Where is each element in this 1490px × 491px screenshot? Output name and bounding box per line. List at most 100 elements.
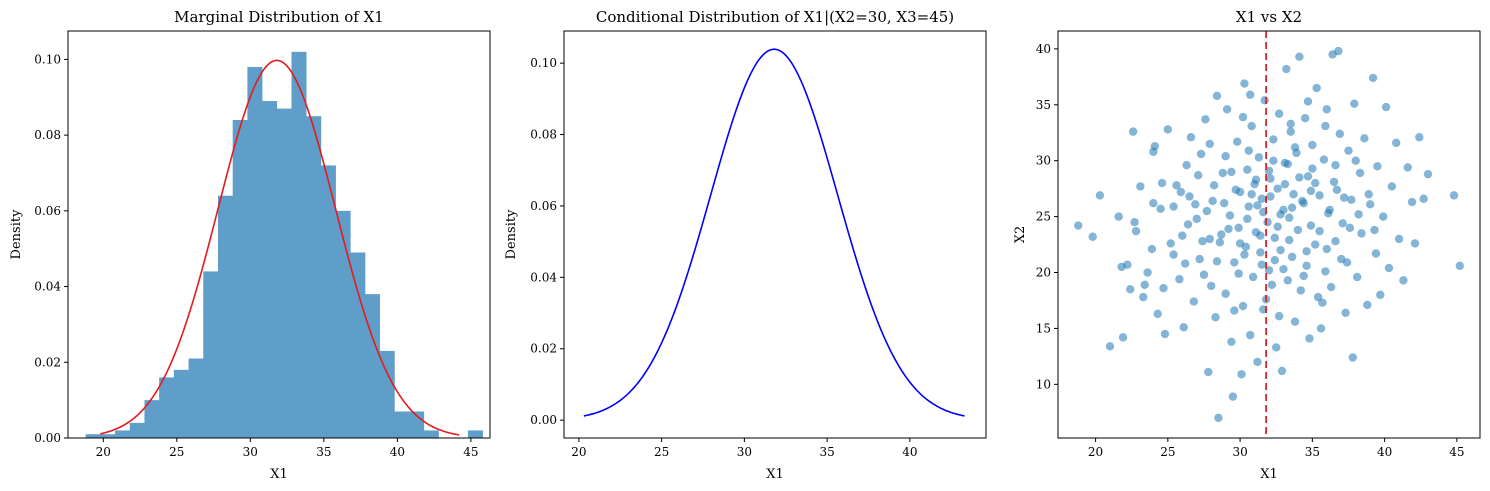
scatter-point [1302,261,1311,271]
scatter-point [1157,178,1167,188]
xtick-label: 25 [654,445,669,459]
scatter-point [1276,210,1285,219]
conditional-distribution-panel: Conditional Distribution of X1|(X2=30, X… [504,8,987,482]
ytick-label: 0.00 [530,413,557,427]
histogram-bar [262,101,278,438]
xtick-label: 20 [1088,445,1103,459]
xtick-label: 35 [1305,445,1320,459]
scatter-point [1419,194,1428,203]
scatter-point [1212,91,1222,101]
scatter-point [1130,218,1139,227]
scatter-point [1198,237,1207,246]
scatter-point [1394,234,1404,244]
scatter-point [1287,203,1297,212]
scatter-point [1306,186,1316,196]
histogram-bar [467,430,483,438]
scatter-point [1326,282,1336,292]
scatter-point [1290,143,1300,152]
scatter-point [1205,234,1214,244]
histogram-bar [188,358,204,438]
ytick-label: 0.10 [530,56,557,70]
scatter-point [1254,153,1264,162]
scatter-point [1253,357,1262,367]
panel2-xticks: 20 25 30 35 40 [571,438,918,459]
scatter-point [1169,202,1178,211]
panel3-points [1074,46,1464,423]
panel1-xticks: 20 25 30 35 40 45 [96,438,479,459]
panel1-yticks: 0.00 0.02 0.04 0.06 0.08 0.10 [34,52,68,445]
scatter-point [1163,125,1173,134]
scatter-point [1185,192,1194,201]
histogram-bar [203,271,219,438]
scatter-point [1159,283,1168,293]
scatter-point [1298,196,1307,206]
scatter-point [1233,137,1242,146]
scatter-point [1354,210,1363,219]
ytick-label: 0.06 [530,199,557,213]
ytick-label: 0.02 [530,342,557,356]
scatter-point [1357,229,1366,238]
scatter-point [1376,290,1385,300]
scatter-point [1299,271,1308,281]
scatter-point [1305,334,1314,343]
scatter-point [1186,133,1196,142]
scatter-point [1257,260,1266,269]
panel2-ylabel: Density [504,209,519,260]
panel3-title: X1 vs X2 [1236,8,1302,26]
scatter-point [1139,292,1148,302]
scatter-point [1329,177,1339,187]
ytick-label: 40 [1036,42,1051,56]
scatter-point [1345,223,1355,232]
scatter-point [1126,285,1135,294]
histogram-bar [232,119,248,438]
scatter-point [1211,313,1220,322]
scatter-point [1228,392,1238,401]
scatter-point [1399,276,1408,285]
scatter-point [1350,99,1359,108]
scatter-point [1160,329,1170,339]
scatter-point [1371,249,1381,258]
ytick-label: 15 [1036,321,1051,335]
scatter-point [1360,134,1369,143]
scatter-point [1348,353,1358,362]
scatter-point [1230,258,1239,267]
scatter-point [1256,248,1265,257]
scatter-point [1283,159,1292,169]
ytick-label: 0.08 [530,128,557,142]
scatter-point [1279,264,1288,274]
histogram-bar [247,66,263,439]
scatter-point [1238,301,1248,311]
scatter-point [1277,366,1287,376]
xtick-label: 45 [463,445,478,459]
scatter-point [1193,171,1203,180]
scatter-point [1212,257,1222,266]
scatter-point [1153,309,1162,319]
scatter-point [1219,198,1229,208]
xtick-label: 30 [737,445,752,459]
scatter-point [1260,96,1269,105]
scatter-point [1246,330,1255,340]
histogram-bar [173,369,189,438]
scatter-point [1231,185,1240,194]
scatter-point [1303,172,1313,181]
scatter-point [1273,222,1282,231]
scatter-point [1283,276,1292,285]
histogram-bar [320,165,336,438]
histogram-bar [144,400,160,438]
scatter-point [1237,370,1246,379]
scatter-point [1296,286,1305,295]
scatter-point [1240,79,1249,88]
histogram-bar [394,411,410,438]
scatter-point [1208,196,1217,206]
scatter-point [1214,413,1223,423]
scatter-point [1315,226,1324,236]
scatter-point [1378,212,1388,221]
panel1-bars [85,51,483,439]
scatter-point [1311,240,1320,249]
scatter-point [1407,197,1417,207]
panel3-xticks: 20 25 30 35 40 45 [1088,438,1465,459]
marginal-histogram-panel: Marginal Distribution of X1 20 25 30 35 40 45… [9,8,491,482]
scatter-point [1123,260,1132,269]
scatter-point [1247,121,1256,131]
scatter-point [1166,239,1175,248]
